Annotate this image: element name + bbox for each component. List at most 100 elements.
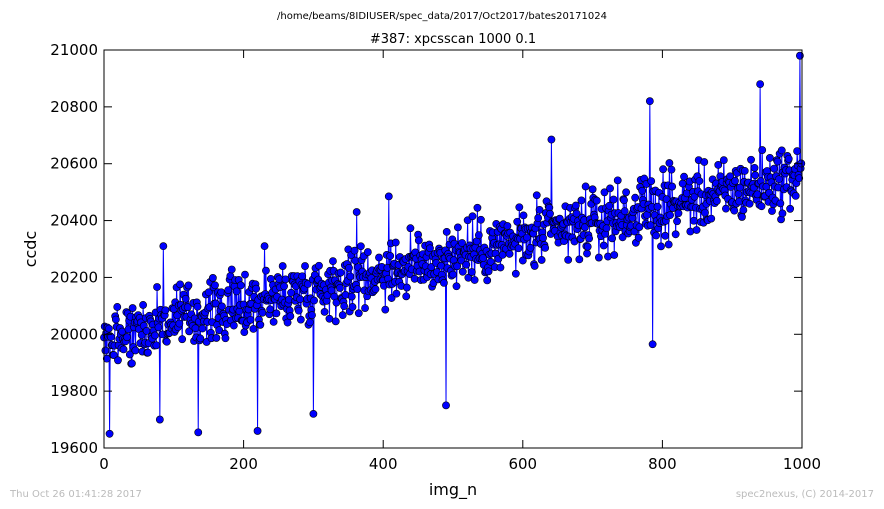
data-point [726, 172, 735, 181]
data-point [605, 201, 614, 210]
data-point [518, 256, 527, 265]
data-point [795, 174, 804, 183]
data-point [714, 161, 723, 169]
data-point [673, 217, 681, 226]
x-tick-label: 200 [229, 455, 258, 473]
data-point [659, 165, 667, 174]
data-point [739, 206, 748, 214]
data-point [653, 202, 662, 211]
data-point [583, 249, 591, 258]
data-point [657, 242, 665, 251]
data-point [547, 135, 556, 144]
data-point [101, 346, 110, 355]
data-point [773, 157, 782, 166]
data-point [198, 324, 207, 333]
data-point [353, 285, 362, 293]
data-point [571, 201, 580, 210]
data-point [534, 214, 543, 222]
data-point [606, 184, 614, 193]
data-point [348, 303, 357, 311]
plot-area: 0 200 400 600 800 1000 19600 19800 20000 20200 204… [50, 41, 821, 473]
data-point [105, 429, 114, 438]
data-point [776, 199, 785, 208]
data-point [747, 155, 755, 164]
data-point [386, 252, 395, 260]
data-point [109, 351, 118, 359]
data-point [599, 241, 608, 250]
data-point [258, 308, 267, 317]
data-point [306, 318, 314, 327]
data-point [523, 233, 531, 242]
data-point [221, 334, 230, 343]
x-tick-label: 1000 [783, 455, 821, 473]
data-point [161, 306, 170, 315]
data-point [750, 163, 759, 172]
data-point [102, 354, 111, 363]
data-point [410, 274, 419, 283]
y-tick-label: 20000 [50, 325, 98, 343]
data-point [315, 261, 323, 270]
data-point [546, 209, 554, 218]
data-point [131, 346, 140, 355]
data-point [514, 244, 523, 253]
data-point [581, 223, 589, 232]
data-point [309, 409, 318, 418]
data-point [246, 315, 255, 324]
data-point [384, 192, 393, 201]
data-point [577, 196, 586, 205]
data-point [572, 209, 581, 218]
data-point [194, 428, 203, 437]
data-point [665, 159, 674, 167]
data-point [285, 295, 293, 304]
data-point [751, 171, 760, 180]
data-point [692, 226, 701, 234]
data-point [287, 288, 295, 297]
data-point [262, 266, 270, 275]
data-point [387, 294, 396, 302]
data-point [671, 230, 680, 239]
data-point [784, 154, 793, 163]
data-point [442, 401, 450, 410]
data-point [610, 251, 619, 259]
data-point [414, 236, 423, 245]
data-point [345, 263, 353, 272]
data-point [352, 208, 361, 216]
data-point [340, 302, 349, 311]
data-point [458, 267, 467, 276]
data-point [793, 147, 802, 156]
data-point [391, 238, 400, 247]
data-point [375, 253, 383, 262]
data-point [768, 207, 776, 215]
data-point [791, 191, 800, 200]
data-point [613, 176, 622, 185]
data-point [467, 268, 476, 276]
data-point [310, 296, 318, 305]
chart-title: #387: xpcsscan 1000 0.1 [370, 32, 536, 47]
data-point [470, 276, 479, 284]
data-point [113, 303, 122, 311]
data-point [735, 183, 744, 192]
data-point [119, 345, 128, 354]
data-point [707, 214, 716, 223]
data-point [756, 80, 765, 89]
data-point [256, 320, 265, 329]
data-point [453, 262, 462, 271]
data-point [354, 309, 363, 318]
data-point [320, 307, 329, 316]
y-tick-label: 20600 [50, 155, 98, 173]
data-point [600, 188, 609, 197]
data-point [403, 283, 411, 292]
data-point [680, 172, 688, 181]
data-point [296, 295, 305, 304]
data-point [695, 177, 704, 185]
data-point [125, 350, 134, 359]
data-point [620, 196, 628, 205]
data-point [453, 223, 462, 232]
data-point [757, 202, 766, 211]
data-point [730, 206, 739, 215]
data-point [483, 276, 492, 285]
data-point [185, 327, 194, 336]
data-point [114, 356, 122, 365]
data-point [775, 175, 783, 184]
data-point [286, 312, 295, 321]
